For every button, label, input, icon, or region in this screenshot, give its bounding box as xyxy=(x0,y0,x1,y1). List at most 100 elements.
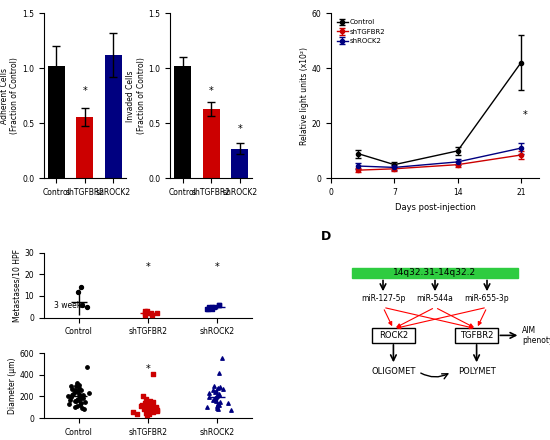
Point xyxy=(73,380,82,387)
Point xyxy=(76,400,85,407)
Point xyxy=(72,403,81,410)
Point xyxy=(71,387,80,394)
Point xyxy=(70,397,79,404)
Text: miR-544a: miR-544a xyxy=(416,293,453,303)
Point xyxy=(71,389,80,396)
Point xyxy=(79,391,87,398)
Point xyxy=(146,406,155,413)
Point xyxy=(208,396,217,403)
Point xyxy=(212,397,221,404)
Point xyxy=(142,308,151,315)
Point xyxy=(142,400,151,407)
Point xyxy=(207,303,216,310)
Point xyxy=(141,400,150,407)
Point xyxy=(141,403,150,411)
Point xyxy=(148,312,157,319)
Text: *: * xyxy=(523,110,528,120)
Point xyxy=(141,312,150,319)
Point xyxy=(202,403,211,411)
Point xyxy=(210,382,219,389)
Bar xyxy=(174,66,191,179)
Text: *: * xyxy=(238,125,242,134)
Y-axis label: Relative light units (x10²): Relative light units (x10²) xyxy=(300,47,309,145)
Point xyxy=(211,395,219,402)
Point xyxy=(76,402,85,409)
Point xyxy=(74,396,82,403)
Point xyxy=(205,390,213,397)
Point xyxy=(202,305,211,312)
Point xyxy=(142,411,151,418)
Point xyxy=(73,396,81,403)
X-axis label: Days post-injection: Days post-injection xyxy=(394,203,475,212)
Text: B: B xyxy=(294,0,303,3)
Point xyxy=(208,305,217,312)
Point xyxy=(77,284,86,291)
Point xyxy=(142,310,151,317)
Point xyxy=(149,398,158,405)
Text: OLIGOMET: OLIGOMET xyxy=(371,367,416,376)
Point xyxy=(148,403,157,410)
Point xyxy=(214,391,223,398)
Text: A: A xyxy=(24,0,33,3)
Text: POLYMET: POLYMET xyxy=(458,367,496,376)
Point xyxy=(146,405,155,412)
Point xyxy=(142,395,151,402)
Point xyxy=(141,308,150,315)
Text: AIM
phenotype: AIM phenotype xyxy=(522,326,550,345)
Point xyxy=(68,385,76,392)
Point xyxy=(75,384,84,391)
Point xyxy=(147,310,156,317)
Point xyxy=(146,406,155,413)
Text: 3 weeks: 3 weeks xyxy=(54,301,86,310)
Point xyxy=(75,381,84,388)
Text: *: * xyxy=(209,86,213,96)
Point xyxy=(209,386,218,393)
Point xyxy=(213,405,222,412)
Point xyxy=(148,370,157,377)
Point xyxy=(210,303,218,310)
Point xyxy=(214,301,223,308)
Text: miR-655-3p: miR-655-3p xyxy=(465,293,509,303)
Point xyxy=(82,303,91,310)
Text: *: * xyxy=(146,363,150,374)
Point xyxy=(67,393,76,400)
Point xyxy=(215,398,224,405)
Point xyxy=(72,398,80,405)
Point xyxy=(72,383,80,390)
Point xyxy=(151,403,160,410)
Point xyxy=(213,406,222,413)
Point xyxy=(213,393,222,400)
Text: ROCK2: ROCK2 xyxy=(379,331,408,340)
Point xyxy=(75,392,84,400)
Point xyxy=(75,394,84,401)
Bar xyxy=(76,117,94,179)
Point xyxy=(66,397,75,404)
Point xyxy=(148,409,157,416)
Point xyxy=(139,403,148,410)
Point xyxy=(149,404,158,411)
Point xyxy=(211,395,220,402)
Y-axis label: Invaded Cells
(Fraction of Control): Invaded Cells (Fraction of Control) xyxy=(126,57,146,134)
Y-axis label: Adherent Cells
(Fraction of Control): Adherent Cells (Fraction of Control) xyxy=(0,57,19,134)
Point xyxy=(68,392,76,399)
Point xyxy=(76,386,85,393)
Text: 14q32.31-14q32.2: 14q32.31-14q32.2 xyxy=(393,268,476,277)
Point xyxy=(216,383,224,390)
Point xyxy=(141,402,150,409)
Point xyxy=(138,402,146,409)
Text: D: D xyxy=(321,230,331,242)
FancyBboxPatch shape xyxy=(455,328,498,343)
Point xyxy=(137,402,146,409)
Bar xyxy=(202,109,220,179)
Point xyxy=(80,398,89,405)
FancyBboxPatch shape xyxy=(352,268,518,278)
Text: TGFBR2: TGFBR2 xyxy=(460,331,493,340)
Y-axis label: Metastases/10 HPF: Metastases/10 HPF xyxy=(13,249,22,322)
Text: *: * xyxy=(146,262,150,272)
Point xyxy=(152,405,161,412)
Point xyxy=(67,382,75,389)
Point xyxy=(78,395,87,402)
Point xyxy=(80,406,89,413)
Point xyxy=(152,407,161,414)
Point xyxy=(144,407,152,414)
